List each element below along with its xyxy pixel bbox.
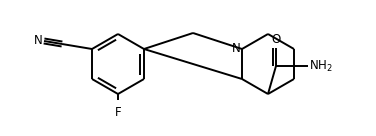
Text: NH$_2$: NH$_2$ bbox=[309, 58, 333, 74]
Text: N: N bbox=[34, 35, 43, 47]
Text: N: N bbox=[232, 42, 241, 55]
Text: O: O bbox=[271, 33, 280, 46]
Text: F: F bbox=[115, 106, 121, 119]
